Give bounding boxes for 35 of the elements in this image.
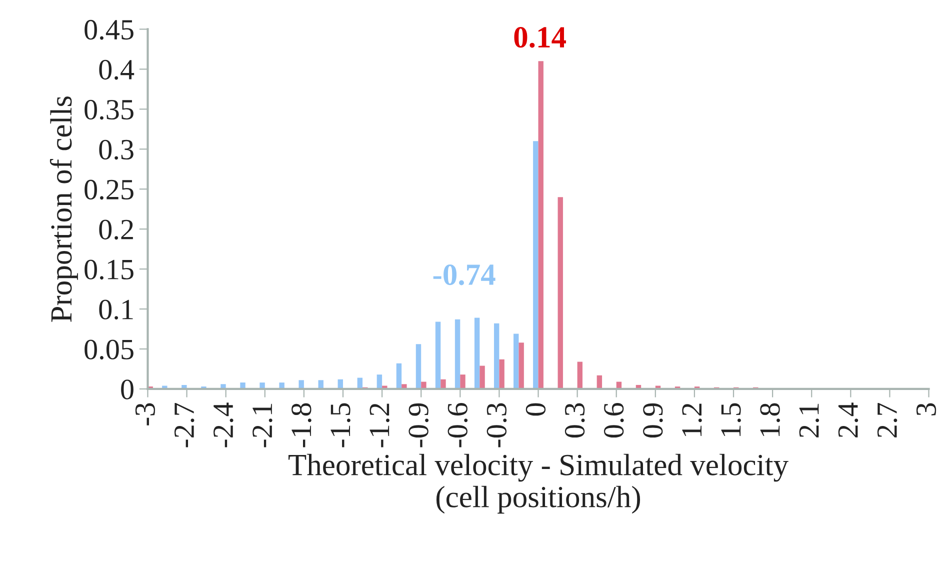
x-tick-label: -0.9 (408, 403, 429, 448)
x-tick-label: 2.7 (877, 402, 898, 438)
y-tick-label: 0.45 (84, 20, 134, 40)
x-tick-label: 0.6 (604, 403, 624, 438)
x-tick-label: -1.2 (370, 404, 390, 448)
y-tick-label: 0.05 (84, 340, 134, 360)
y-tick-label: 0.25 (84, 180, 134, 200)
x-tick-label: 0.9 (643, 403, 663, 438)
y-tick-label: 0.1 (99, 300, 133, 320)
x-tick-label: -3 (135, 403, 156, 426)
x-tick-label: 0 (526, 403, 546, 416)
x-tick-label: -0.6 (448, 403, 468, 448)
x-tick-label: -2.4 (214, 402, 234, 448)
y-tick-label: 0.3 (99, 140, 134, 160)
x-axis-title: Theoretical velocity - Simulated velocity (cell positions/h) (288, 454, 788, 514)
y-tick-label: 0.4 (99, 60, 134, 80)
y-tick-label: 0.15 (84, 260, 134, 280)
y-axis-title: Proportion of cells (50, 96, 78, 322)
x-tick-label: -1.5 (330, 403, 350, 448)
x-tick-label: 3 (916, 403, 936, 416)
x-tick-label: 1.8 (760, 403, 780, 436)
annotation: 0.14 (514, 27, 566, 48)
x-tick-label: 2.4 (838, 402, 858, 438)
y-tick-label: 0.2 (99, 220, 133, 240)
x-tick-label: 2.1 (799, 404, 820, 438)
y-tick-label: 0.35 (84, 100, 134, 120)
annotation: -0.74 (433, 264, 496, 286)
x-tick-label: 0.3 (564, 403, 585, 438)
y-tick-label: 0 (121, 380, 134, 400)
x-tick-label: -2.7 (174, 402, 194, 448)
x-tick-label: -2.1 (252, 404, 272, 448)
x-tick-label: -1.8 (292, 403, 312, 448)
x-tick-label: -0.3 (486, 403, 507, 448)
x-tick-label: 1.5 (721, 403, 741, 436)
x-tick-label: 1.2 (682, 404, 702, 436)
